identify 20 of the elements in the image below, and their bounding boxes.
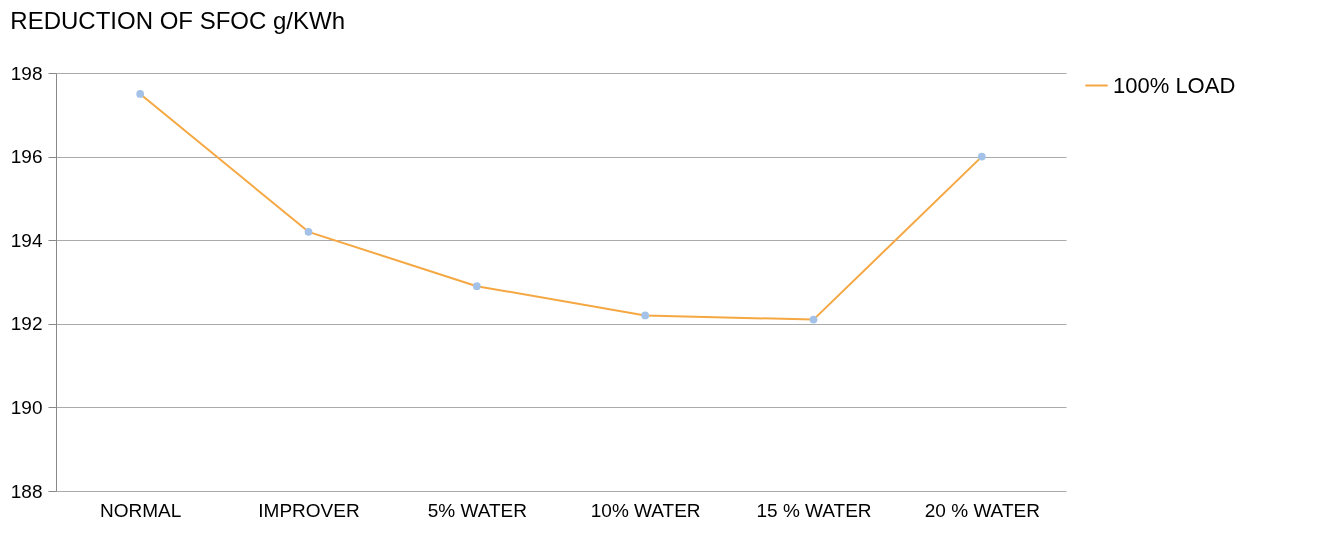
legend-label: 100% LOAD: [1113, 72, 1236, 98]
y-tick-label: 190: [10, 396, 43, 418]
point: [809, 315, 818, 324]
y-tick-label: 194: [10, 229, 43, 251]
x-tick-label: 5% WATER: [427, 499, 527, 521]
point: [136, 90, 145, 98]
y-tick-label: 188: [10, 480, 43, 502]
y-tick-label: 196: [10, 146, 43, 168]
x-tick-label: 20 % WATER: [924, 499, 1040, 521]
y-tick-label: 192: [10, 313, 43, 335]
chart-title: REDUCTION OF SFOC g/KWh: [10, 7, 345, 34]
x-tick-label: 10% WATER: [590, 499, 701, 521]
x-tick-label: 15 % WATER: [756, 499, 872, 521]
point: [641, 311, 650, 320]
point: [472, 282, 481, 291]
point: [977, 152, 986, 161]
point: [304, 227, 313, 236]
x-tick-label: NORMAL: [100, 499, 182, 521]
y-tick-label: 198: [10, 62, 43, 84]
x-tick-label: IMPROVER: [258, 499, 360, 521]
